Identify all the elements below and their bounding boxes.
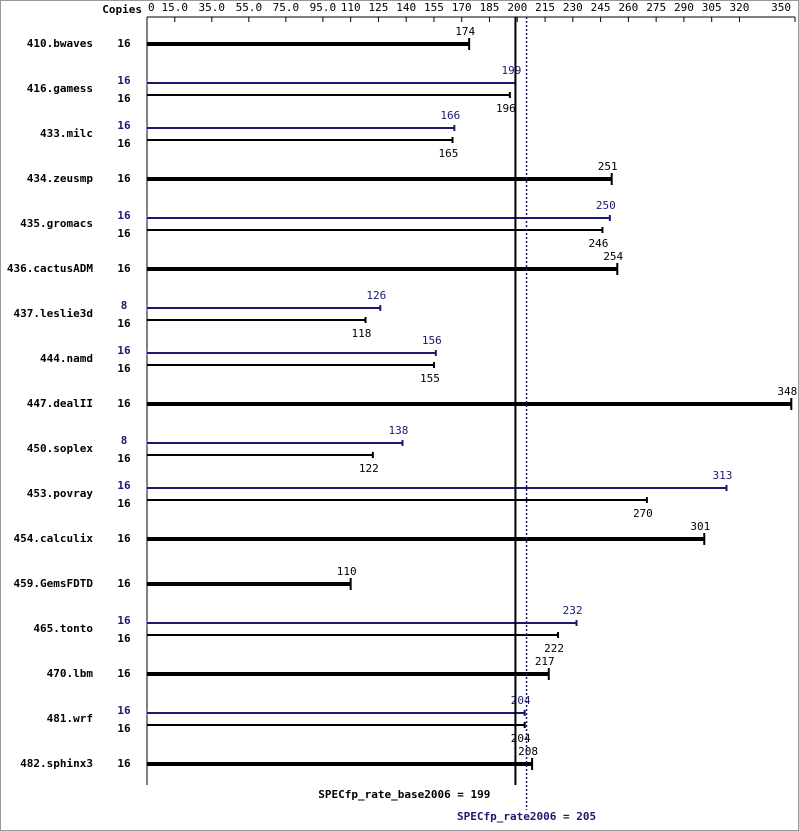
value-label: 204 — [511, 732, 531, 745]
value-label: 126 — [366, 289, 386, 302]
x-tick-label: 35.0 — [199, 1, 226, 14]
category-label: 434.zeusmp — [27, 172, 94, 185]
copies-label: 16 — [117, 614, 131, 627]
x-tick-label: 260 — [618, 1, 638, 14]
copies-label: 16 — [117, 137, 131, 150]
category-label: 482.sphinx3 — [20, 757, 93, 770]
copies-label: 16 — [117, 172, 131, 185]
copies-label: 16 — [117, 317, 131, 330]
value-label: 250 — [596, 199, 616, 212]
x-tick-label: 55.0 — [236, 1, 263, 14]
x-tick-label: 140 — [396, 1, 416, 14]
category-label: 465.tonto — [33, 622, 93, 635]
category-label: 437.leslie3d — [14, 307, 93, 320]
copies-label: 16 — [117, 532, 131, 545]
category-label: 454.calculix — [14, 532, 94, 545]
value-label: 348 — [777, 385, 797, 398]
copies-label: 16 — [117, 209, 131, 222]
value-label: 254 — [603, 250, 623, 263]
category-label: 433.milc — [40, 127, 93, 140]
x-tick-label: 15.0 — [162, 1, 189, 14]
x-tick-label: 95.0 — [310, 1, 337, 14]
x-tick-label: 245 — [591, 1, 611, 14]
category-label: 444.namd — [40, 352, 93, 365]
x-tick-label: 155 — [424, 1, 444, 14]
copies-label: 16 — [117, 37, 131, 50]
value-label: 122 — [359, 462, 379, 475]
copies-label: 16 — [117, 479, 131, 492]
x-tick-label: 125 — [368, 1, 388, 14]
copies-label: 16 — [117, 262, 131, 275]
copies-label: 16 — [117, 362, 131, 375]
copies-label: 16 — [117, 92, 131, 105]
value-label: 270 — [633, 507, 653, 520]
category-label: 450.soplex — [27, 442, 94, 455]
copies-label: 16 — [117, 397, 131, 410]
copies-label: 16 — [117, 577, 131, 590]
x-tick-label: 215 — [535, 1, 555, 14]
category-label: 481.wrf — [47, 712, 93, 725]
reference-label: SPECfp_rate2006 = 205 — [457, 810, 596, 823]
x-tick-label: 230 — [563, 1, 583, 14]
x-tick-label: 305 — [702, 1, 722, 14]
value-label: 166 — [440, 109, 460, 122]
value-label: 118 — [352, 327, 372, 340]
value-label: 138 — [389, 424, 409, 437]
value-label: 246 — [589, 237, 609, 250]
value-label: 313 — [713, 469, 733, 482]
x-tick-label: 0 — [148, 1, 155, 14]
copies-label: 16 — [117, 227, 131, 240]
x-tick-label: 185 — [480, 1, 500, 14]
category-label: 436.cactusADM — [7, 262, 93, 275]
copies-label: 8 — [121, 434, 128, 447]
x-tick-label: 170 — [452, 1, 472, 14]
copies-label: 8 — [121, 299, 128, 312]
reference-label: SPECfp_rate_base2006 = 199 — [318, 788, 490, 801]
value-label: 174 — [455, 25, 475, 38]
value-label: 232 — [563, 604, 583, 617]
value-label: 196 — [496, 102, 516, 115]
value-label: 204 — [511, 694, 531, 707]
value-label: 155 — [420, 372, 440, 385]
x-tick-label: 200 — [507, 1, 527, 14]
x-tick-label: 290 — [674, 1, 694, 14]
x-tick-label: 350 — [771, 1, 791, 14]
copies-label: 16 — [117, 722, 131, 735]
x-tick-label: 110 — [341, 1, 361, 14]
value-label: 251 — [598, 160, 618, 173]
category-label: 459.GemsFDTD — [14, 577, 94, 590]
copies-label: 16 — [117, 344, 131, 357]
category-label: 453.povray — [27, 487, 94, 500]
value-label: 199 — [501, 64, 521, 77]
x-tick-label: 275 — [646, 1, 666, 14]
value-label: 165 — [439, 147, 459, 160]
copies-label: 16 — [117, 704, 131, 717]
copies-header: Copies — [102, 3, 142, 16]
copies-label: 16 — [117, 757, 131, 770]
copies-label: 16 — [117, 452, 131, 465]
value-label: 301 — [690, 520, 710, 533]
category-label: 470.lbm — [47, 667, 94, 680]
copies-label: 16 — [117, 119, 131, 132]
x-tick-label: 320 — [730, 1, 750, 14]
copies-label: 16 — [117, 497, 131, 510]
value-label: 156 — [422, 334, 442, 347]
value-label: 208 — [518, 745, 538, 758]
value-label: 110 — [337, 565, 357, 578]
value-label: 222 — [544, 642, 564, 655]
category-label: 416.gamess — [27, 82, 93, 95]
x-tick-label: 75.0 — [273, 1, 300, 14]
copies-label: 16 — [117, 632, 131, 645]
copies-label: 16 — [117, 74, 131, 87]
copies-label: 16 — [117, 667, 131, 680]
category-label: 410.bwaves — [27, 37, 93, 50]
category-label: 435.gromacs — [20, 217, 93, 230]
value-label: 217 — [535, 655, 555, 668]
category-label: 447.dealII — [27, 397, 93, 410]
